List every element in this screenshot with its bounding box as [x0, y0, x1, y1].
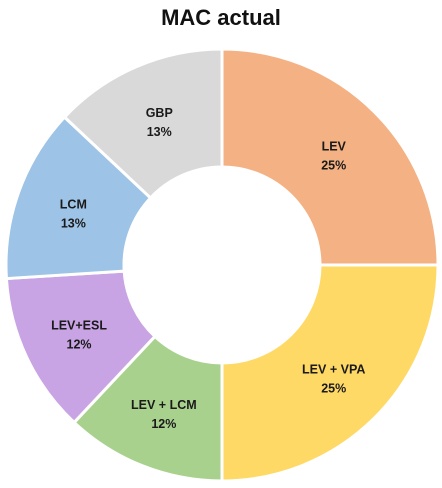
slice-value-label: 13%: [147, 125, 172, 139]
slice-value-label: 12%: [151, 417, 176, 431]
slice-category-label: LCM: [60, 197, 87, 211]
slice-lev-lcm: [72, 334, 224, 483]
slice-lev-esl: [4, 269, 158, 425]
slice-value-label: 25%: [321, 158, 346, 172]
slice-value-label: 13%: [61, 216, 86, 230]
slice-category-label: GBP: [146, 106, 173, 120]
slice-lcm: [4, 115, 153, 281]
slice-value-label: 25%: [321, 382, 346, 396]
slice-value-label: 12%: [67, 337, 92, 351]
slice-category-label: LEV + VPA: [302, 363, 365, 377]
chart-title: MAC actual: [161, 5, 281, 30]
slice-lev-vpa: [220, 263, 440, 483]
slice-category-label: LEV: [322, 139, 347, 153]
slice-category-label: LEV + LCM: [131, 398, 197, 412]
slice-gbp: [62, 47, 224, 201]
slice-category-label: LEV+ESL: [51, 318, 107, 332]
slice-lev: [220, 47, 440, 267]
